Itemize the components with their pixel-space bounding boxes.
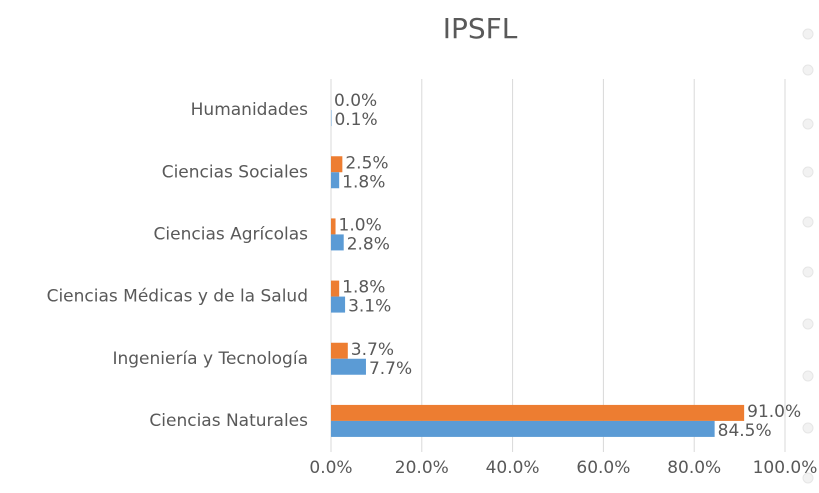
handle	[802, 166, 814, 178]
handle	[802, 118, 814, 130]
handle	[802, 422, 814, 434]
bar	[331, 172, 340, 189]
chart-title: IPSFL	[443, 12, 518, 45]
value-label: 91.0%	[747, 402, 801, 422]
handle	[802, 472, 814, 484]
x-tick-label: 60.0%	[576, 458, 630, 478]
bar	[331, 156, 343, 173]
y-tick-label: Ciencias Naturales	[149, 411, 308, 431]
value-label: 84.5%	[718, 421, 772, 441]
x-tick-label: 100.0%	[753, 458, 818, 478]
value-label: 1.0%	[339, 215, 382, 235]
value-label: 0.1%	[334, 110, 377, 130]
handle	[802, 28, 814, 40]
handle	[802, 64, 814, 76]
x-tick-label: 20.0%	[395, 458, 449, 478]
value-label: 3.1%	[348, 297, 391, 317]
value-label: 0.0%	[334, 91, 377, 111]
bar	[331, 358, 366, 375]
value-label: 2.5%	[345, 153, 388, 173]
handles	[802, 28, 814, 484]
bar	[331, 234, 344, 251]
y-tick-label: Ingeniería y Tecnología	[112, 349, 308, 369]
bar	[331, 296, 346, 313]
bar	[331, 280, 340, 297]
value-label: 7.7%	[369, 359, 412, 379]
handle	[802, 318, 814, 330]
value-label: 2.8%	[347, 234, 390, 254]
y-tick-label: Ciencias Agrícolas	[154, 224, 309, 244]
y-tick-label: Ciencias Médicas y de la Salud	[47, 287, 308, 307]
bar	[331, 218, 336, 235]
x-tick-label: 80.0%	[667, 458, 721, 478]
x-tick-label: 40.0%	[486, 458, 540, 478]
value-label: 1.8%	[342, 278, 385, 298]
handle	[802, 370, 814, 382]
x-tick-label: 0.0%	[309, 458, 352, 478]
value-label: 3.7%	[351, 340, 394, 360]
y-tick-label: Humanidades	[191, 100, 308, 120]
handle	[802, 266, 814, 278]
bar	[331, 404, 745, 421]
y-tick-label: Ciencias Sociales	[162, 162, 308, 182]
bar	[331, 420, 715, 437]
bar	[331, 342, 348, 359]
value-label: 1.8%	[342, 172, 385, 192]
handle	[802, 216, 814, 228]
